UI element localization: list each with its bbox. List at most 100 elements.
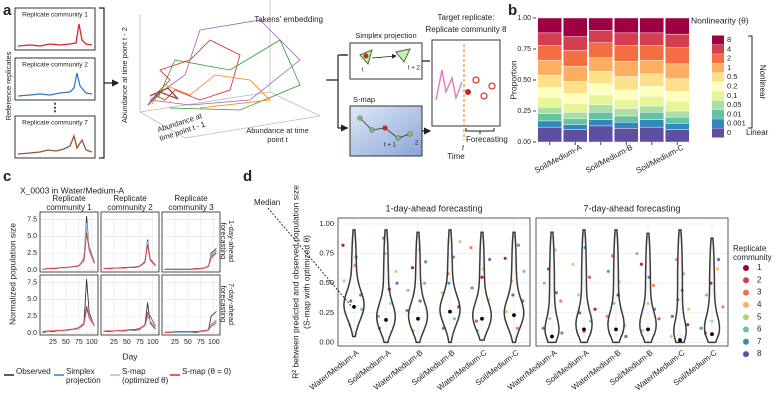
legend-swatch [712,109,724,119]
bar-segment [588,83,613,96]
bar-segment [563,93,588,104]
point [395,281,399,285]
point [717,257,721,262]
facet-header: 1-day-ahead forecasting [385,203,482,213]
facet-background [536,218,728,346]
legend-swatch [712,128,724,138]
point [646,301,650,305]
legend-swatch [712,91,724,101]
target-label: Replicate community 8 [426,25,507,34]
panel-label: c [3,168,11,185]
facet-border [161,211,221,273]
legend-label: 7 [757,337,762,346]
branch-arrow [341,54,347,128]
bar-segment [537,74,562,88]
panel-label: b [508,2,517,19]
bar-segment [639,45,664,61]
column-header: Replicate community 2 [107,194,153,212]
legend-label: Observed [16,367,51,376]
legend-marker [743,289,749,296]
bar-segment [563,124,588,130]
bar-segment [563,81,588,94]
target-label: Target replicate: [438,13,495,22]
violin [703,237,721,344]
point [657,317,661,321]
point [474,319,479,323]
legend-label: 0.2 [727,81,737,90]
point [516,243,521,247]
bar-segment [614,32,639,46]
point [605,314,609,318]
x-tick-label: 50 [62,339,70,346]
y-tick-label: 0.25 [319,308,334,317]
axis-label: Abundance at time point t [246,126,309,144]
violin [407,231,429,344]
facet-background [40,212,98,272]
x-axis-label: Day [122,351,138,361]
bar-segment [614,61,639,77]
attractor [151,74,271,109]
y-tick-label: 5.0 [27,296,37,303]
forecast-point [472,76,480,84]
point [593,307,597,311]
x-tick-label: 50 [184,339,192,346]
x-tick-label: Soil/Medium-A [533,142,584,175]
legend-label: 0.5 [727,72,737,81]
bar-segment [614,128,639,143]
facet-background [40,275,98,335]
legend-swatch [712,100,724,110]
bar-segment [588,42,613,58]
legend-label: 3 [757,288,762,297]
legend-label: 1 [727,63,731,72]
legend-bracket [748,35,753,129]
point [458,240,462,244]
replicate-label: Replicate community 1 [22,12,88,19]
point [405,308,409,313]
y-tick-label: 5.0 [27,233,37,240]
bar-segment [639,95,664,107]
point [576,293,581,297]
bar-segment [588,17,613,31]
point [360,307,364,311]
x-tick-label: 75 [197,339,205,346]
facet-border [535,217,729,347]
point [640,328,645,333]
y-tick-label: 1.00 [517,15,531,22]
point [469,246,473,250]
legend-marker [743,277,749,284]
legend-label: 0.001 [727,119,746,128]
median-point [512,313,516,318]
bar-segment [665,17,690,35]
violin [639,232,657,344]
bar-segment [665,110,690,118]
forecast-label: Forecasting [466,135,508,144]
legend-swatch [712,35,724,45]
x-tick-label: 100 [147,339,159,346]
axis-label: Abundance at time point t - 2 [120,27,129,123]
y-tick-label: 0.50 [319,278,334,287]
legend-swatch [712,82,724,91]
point [522,269,526,273]
violin [472,231,492,341]
bar-segment [665,47,690,65]
replicate-label: Replicate community 7 [22,120,88,127]
target-box [431,39,501,127]
point [587,275,592,279]
legend-label: 1 [757,263,762,272]
bar-segment [639,17,664,34]
bar-segment [614,76,639,91]
bar-segment [588,125,613,143]
violin [376,229,396,344]
bar-segment [537,107,562,114]
bar-segment [639,105,664,113]
bar-segment [537,87,562,98]
forecast-point [480,92,488,100]
y-tick-label: 0.50 [517,77,531,84]
facet-border [100,211,160,273]
smap-box [349,105,423,157]
legend-marker [743,338,749,345]
legend-swatch [712,44,724,54]
legend-marker [743,351,749,358]
simplex-mark: t [362,68,364,74]
